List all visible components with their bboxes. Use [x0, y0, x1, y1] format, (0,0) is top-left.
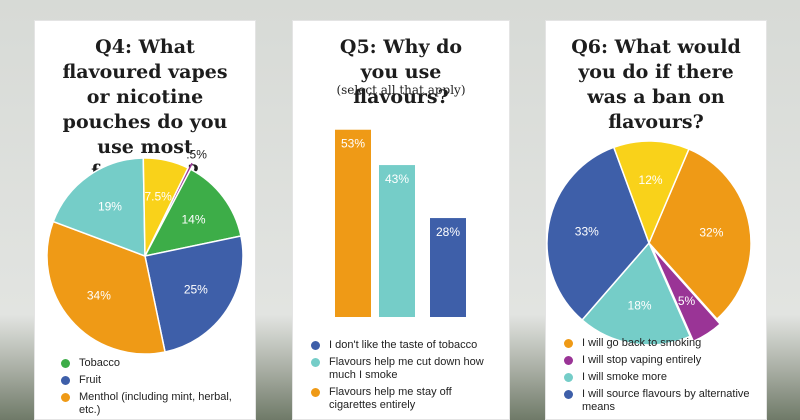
slice-label: 7.5%: [144, 190, 172, 204]
slice-label: 14%: [182, 212, 206, 226]
legend-item: Flavours help me cut down how much I smo…: [311, 356, 501, 382]
q6-title: Q6: What would you do if there was a ban…: [571, 36, 741, 133]
pie-slice: [142, 157, 189, 257]
pie-slice: [144, 235, 244, 353]
legend-label: I will smoke more: [582, 371, 667, 383]
slice-label: 12%: [639, 173, 663, 187]
legend-swatch: [564, 390, 573, 399]
bar: [379, 165, 415, 317]
legend-item: I will source flavours by alternative me…: [564, 388, 760, 414]
legend-label: Fruit: [79, 374, 101, 386]
bar-label: 28%: [436, 225, 460, 239]
q5-bar-chart: 53% 43% 28%: [335, 129, 466, 317]
pie-slice: [581, 241, 692, 346]
legend-swatch: [61, 376, 70, 385]
q5-panel: Q5: Why do you use flavours? (select all…: [292, 20, 510, 420]
q4-legend: Tobacco Fruit Menthol (including mint, h…: [61, 357, 241, 419]
slice-label: 32%: [699, 226, 723, 240]
legend-swatch: [311, 388, 320, 397]
legend-label: I will go back to smoking: [582, 337, 702, 349]
legend-item: Tobacco: [61, 357, 241, 370]
pie-slice: [648, 148, 752, 321]
legend-swatch: [564, 356, 573, 365]
legend-label: Menthol (including mint, herbal, etc.): [79, 391, 232, 416]
legend-swatch: [61, 393, 70, 402]
legend-item: I don't like the taste of tobacco: [311, 339, 501, 352]
pie-slice: [46, 220, 166, 355]
pie-slice: [546, 146, 650, 322]
legend-swatch: [61, 359, 70, 368]
q5-title: Q5: Why do you use flavours?: [339, 36, 463, 108]
bar: [335, 129, 371, 317]
q4-panel: Q4: What flavoured vapes or nicotine pou…: [34, 20, 256, 420]
q6-legend: I will go back to smoking I will stop va…: [564, 337, 760, 418]
pie-slice: [651, 247, 722, 343]
pie-slice: [52, 157, 146, 258]
legend-swatch: [311, 341, 320, 350]
legend-swatch: [564, 339, 573, 348]
slice-label: 5%: [678, 294, 696, 308]
legend-label: I will stop vaping entirely: [582, 354, 702, 366]
legend-swatch: [311, 358, 320, 367]
slice-label: 34%: [87, 289, 111, 303]
q5-subtitle: (select all that apply): [336, 83, 466, 97]
legend-label: Tobacco: [79, 357, 120, 369]
bar-label: 53%: [341, 137, 365, 151]
q4-pie-chart: .5% 14% 25% 34% 19% 7.5%: [46, 147, 244, 355]
legend-label: I will source flavours by alternative me…: [582, 388, 750, 413]
pie-slice: [143, 168, 242, 258]
leader-line: [187, 162, 193, 171]
slice-label: 19%: [98, 199, 122, 213]
legend-label: I don't like the taste of tobacco: [329, 339, 478, 351]
legend-item: I will go back to smoking: [564, 337, 760, 350]
q6-panel: Q6: What would you do if there was a ban…: [545, 20, 767, 420]
bar: [430, 218, 466, 317]
q6-pie-chart: 32% 5% 18% 33% 12%: [546, 140, 752, 346]
legend-swatch: [564, 373, 573, 382]
slice-label: 33%: [575, 225, 599, 239]
slice-label: .5%: [186, 147, 207, 161]
legend-item: I will smoke more: [564, 371, 760, 384]
bar-label: 43%: [385, 172, 409, 186]
legend-item: Fruit: [61, 374, 241, 387]
legend-item: Flavours help me stay off cigarettes ent…: [311, 386, 501, 412]
legend-item: I will stop vaping entirely: [564, 354, 760, 367]
slice-label: 18%: [628, 299, 652, 313]
q5-legend: I don't like the taste of tobacco Flavou…: [311, 339, 501, 416]
legend-label: Flavours help me stay off cigarettes ent…: [329, 386, 452, 411]
slice-label: 25%: [184, 282, 208, 296]
pie-slice: [612, 140, 690, 246]
legend-label: Flavours help me cut down how much I smo…: [329, 356, 484, 381]
legend-item: Menthol (including mint, herbal, etc.): [61, 391, 241, 417]
